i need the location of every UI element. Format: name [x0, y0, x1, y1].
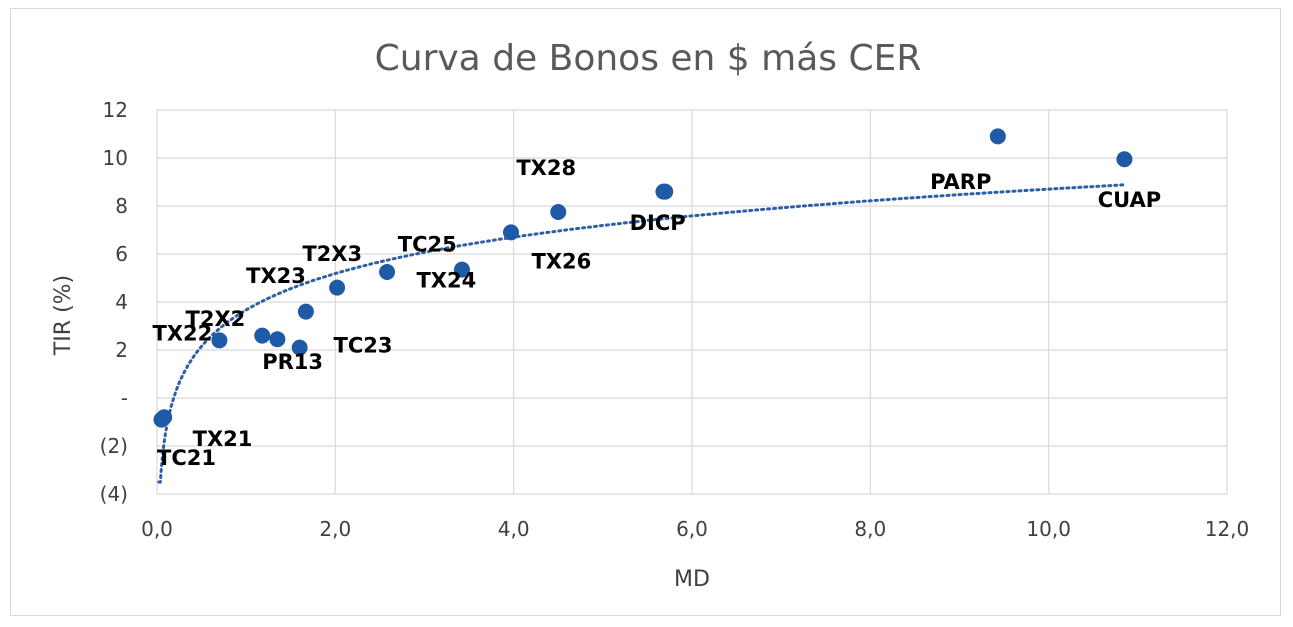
- point-label: CUAP: [1098, 188, 1161, 212]
- data-point: [211, 332, 228, 349]
- x-tick-label: 2,0: [319, 517, 351, 541]
- data-point: [254, 327, 271, 344]
- y-tick-label: 2: [115, 338, 128, 362]
- y-tick-label: 8: [115, 194, 128, 218]
- y-tick-label: 12: [103, 98, 128, 122]
- trendline: [157, 183, 1126, 484]
- point-label: TX22: [153, 321, 213, 345]
- point-label: TX23: [246, 264, 306, 288]
- point-label: TC25: [398, 233, 457, 257]
- data-point: [989, 128, 1006, 145]
- x-tick-label: 4,0: [498, 517, 530, 541]
- chart-title: Curva de Bonos en $ más CER: [375, 38, 922, 79]
- x-tick-label: 12,0: [1205, 517, 1250, 541]
- data-point: [453, 261, 470, 278]
- point-label: T2X3: [302, 242, 362, 266]
- y-tick-label: 6: [115, 242, 128, 266]
- data-point: [379, 264, 396, 280]
- data-points: [153, 128, 1133, 428]
- gridlines: [156, 109, 1228, 495]
- y-axis-title: TIR (%): [51, 275, 76, 356]
- data-point: [269, 331, 286, 348]
- y-tick-label: (2): [100, 434, 128, 458]
- data-point: [329, 279, 346, 296]
- point-label: T2X2: [186, 307, 246, 331]
- point-label: TX24: [416, 269, 476, 293]
- x-tick-label: 8,0: [854, 517, 886, 541]
- point-label: TX21: [193, 427, 253, 451]
- data-point: [156, 409, 173, 426]
- chart-frame: [10, 8, 1281, 616]
- point-label: PARP: [930, 170, 991, 194]
- y-tick-label: 4: [115, 290, 128, 314]
- y-tick-label: -: [121, 386, 128, 410]
- data-point: [657, 183, 674, 200]
- x-tick-label: 10,0: [1026, 517, 1071, 541]
- x-axis-title: MD: [674, 567, 710, 592]
- data-point: [291, 339, 308, 356]
- data-point: [297, 303, 314, 320]
- tick-labels: (4) (2) - 2 4 6 8 10 12 0,0 2,0 4,0 6,0 8,0 10,0 12,0: [100, 98, 1250, 541]
- y-tick-label: (4): [100, 482, 128, 506]
- data-point: [550, 204, 567, 220]
- data-point: [1116, 151, 1133, 168]
- x-tick-label: 0,0: [141, 517, 173, 541]
- point-label: TC23: [334, 333, 393, 357]
- point-label: TX28: [516, 156, 576, 180]
- x-tick-label: 6,0: [676, 517, 708, 541]
- point-label: TC21: [157, 446, 216, 470]
- point-label: DICP: [630, 211, 686, 235]
- trendline-path: [157, 183, 1126, 484]
- point-label: TX26: [532, 249, 592, 273]
- point-label: PR13: [262, 350, 323, 374]
- y-tick-label: 10: [103, 146, 128, 170]
- data-point: [502, 224, 519, 241]
